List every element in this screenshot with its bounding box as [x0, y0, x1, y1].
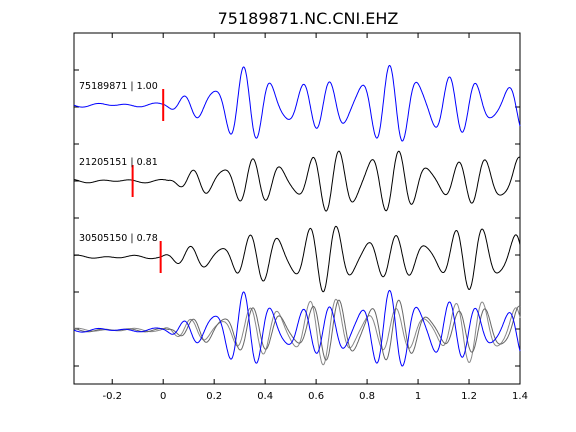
stacked-overlay — [73, 289, 521, 367]
x-tick-label: 0.8 — [359, 391, 375, 402]
waveform-trace-2 — [73, 150, 521, 212]
waveform-traces — [73, 64, 521, 293]
x-tick-label: 1 — [415, 391, 421, 402]
trace-labels: 75189871 | 1.00 21205151 | 0.81 30505150 |… — [79, 81, 158, 244]
trace-label-2: 21205151 | 0.81 — [79, 157, 158, 168]
x-tick-label: 1.2 — [461, 391, 477, 402]
stacked-trace-2 — [73, 299, 521, 361]
x-tick-label: 0 — [160, 391, 166, 402]
chart-title: 75189871.NC.CNI.EHZ — [218, 9, 399, 28]
axes — [73, 32, 521, 385]
waveform-trace-1 — [73, 64, 521, 142]
x-axis-ticks: -0.2 0 0.2 0.4 0.6 0.8 1 1.2 1.4 — [102, 33, 528, 402]
x-tick-label: 0.2 — [206, 391, 222, 402]
y-axis-ticks — [74, 69, 520, 367]
trace-label-3: 30505150 | 0.78 — [79, 233, 158, 244]
x-tick-label: 0.4 — [257, 391, 273, 402]
x-tick-label: 1.4 — [512, 391, 528, 402]
stacked-trace-3 — [73, 289, 521, 367]
waveform-trace-3 — [73, 225, 521, 293]
x-tick-label: -0.2 — [102, 391, 122, 402]
trace-label-1: 75189871 | 1.00 — [79, 81, 158, 92]
plot-frame — [73, 32, 521, 385]
x-tick-label: 0.6 — [308, 391, 324, 402]
